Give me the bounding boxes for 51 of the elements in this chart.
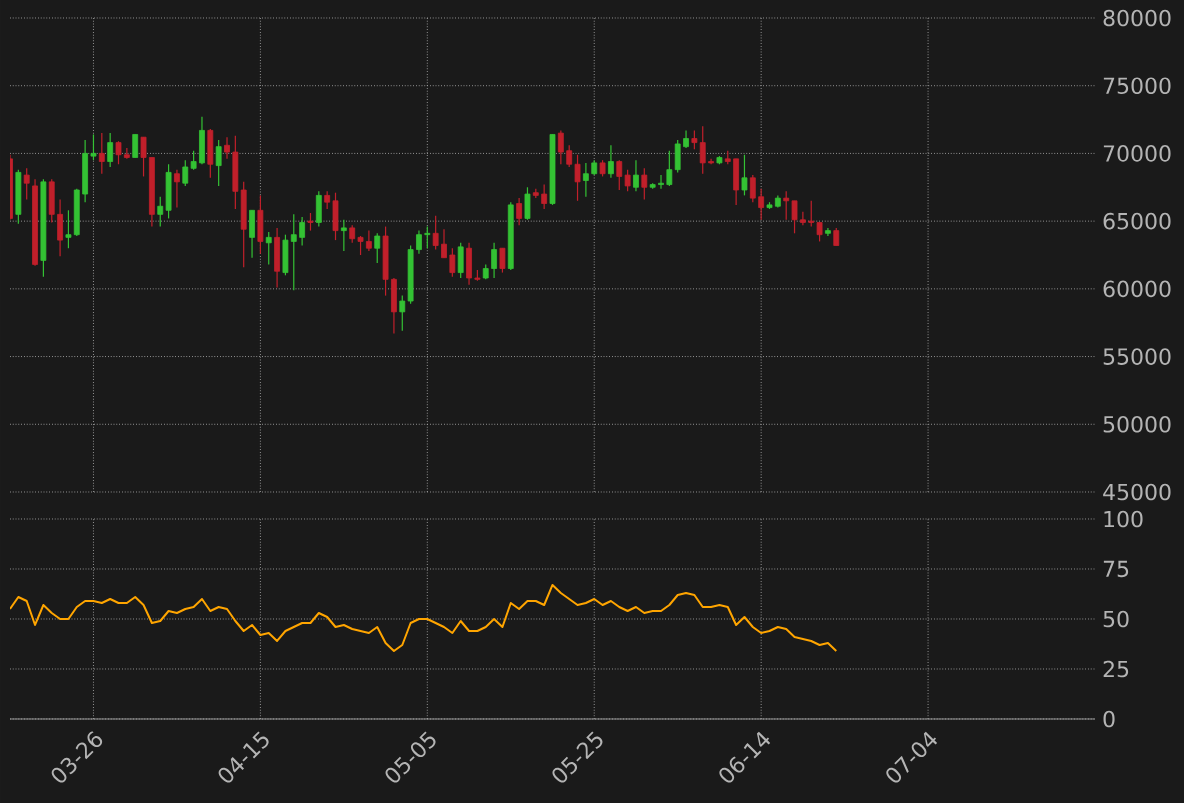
candlestick: [691, 129, 698, 150]
candlestick: [40, 178, 47, 278]
y-tick-label: 75: [1103, 560, 1129, 578]
candlestick: [332, 192, 339, 241]
candlestick: [23, 167, 30, 201]
candlestick: [549, 133, 556, 206]
candlestick: [666, 150, 673, 187]
candlestick: [808, 200, 815, 228]
candlestick: [115, 140, 122, 165]
candlestick: [499, 247, 506, 274]
candlestick: [374, 232, 381, 264]
y-tick-label: 70000: [1103, 145, 1171, 162]
candlestick: [791, 200, 798, 234]
candlestick: [140, 136, 147, 178]
y-tick-label: 50: [1103, 610, 1129, 628]
candlestick: [382, 225, 389, 297]
candlestick: [190, 150, 197, 171]
candlestick: [399, 295, 406, 332]
y-tick-label: 80000: [1103, 9, 1171, 27]
candlestick: [816, 221, 823, 243]
candlestick: [90, 133, 97, 161]
candlestick: [741, 154, 748, 196]
candlestick: [15, 169, 22, 225]
candlestick: [699, 125, 706, 175]
candlestick: [749, 174, 756, 203]
y-tick-label: 45000: [1103, 483, 1171, 501]
candlestick: [524, 186, 531, 221]
candlestick: [232, 135, 239, 210]
y-tick-label: 55000: [1103, 348, 1171, 365]
candlestick: [708, 158, 714, 165]
candlestick: [574, 154, 581, 202]
candlestick: [407, 244, 414, 305]
candlestick: [290, 213, 297, 291]
y-tick-label: 25: [1103, 660, 1129, 678]
candlestick: [783, 190, 790, 221]
y-tick-label: 50000: [1103, 415, 1171, 433]
candlestick: [282, 234, 289, 276]
candlestick: [641, 167, 648, 201]
y-tick-label: 65000: [1103, 212, 1171, 230]
candlestick: [541, 183, 548, 210]
candlestick: [624, 169, 631, 192]
y-tick-label: 0: [1103, 710, 1115, 728]
candlestick: [165, 163, 172, 220]
candlestick: [182, 159, 189, 187]
candlestick: [449, 247, 456, 278]
y-tick-label: 100: [1104, 510, 1143, 528]
y-tick-label: 75000: [1103, 77, 1171, 95]
candlestick: [65, 209, 72, 249]
y-tick-label: 60000: [1103, 280, 1171, 298]
candlestick: [357, 235, 364, 256]
candlestick: [257, 194, 264, 255]
